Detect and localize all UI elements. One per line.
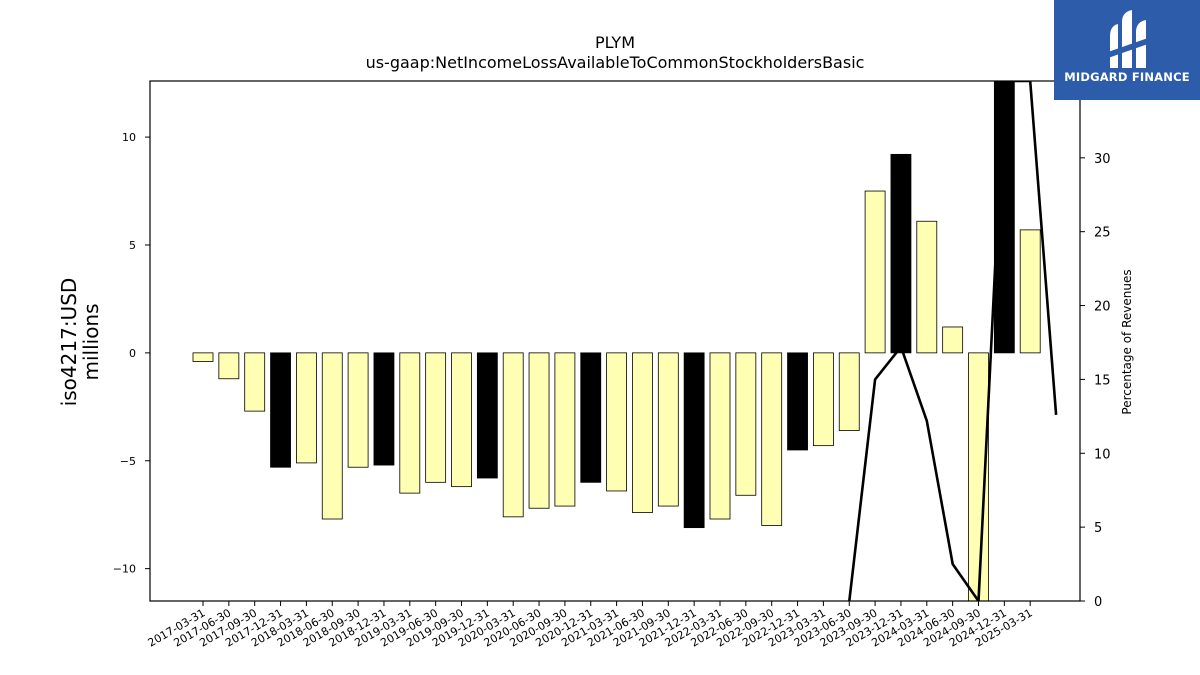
line-layer bbox=[848, 81, 1058, 601]
y2-tick-label: 5 bbox=[1094, 521, 1102, 536]
bar-2021-12-31 bbox=[683, 352, 705, 529]
bar-2019-03-31 bbox=[399, 352, 421, 494]
bar-2024-12-31 bbox=[993, 81, 1015, 354]
bar-2018-12-31 bbox=[373, 352, 395, 466]
logo-badge: MIDGARD FINANCE bbox=[1054, 0, 1200, 100]
bars-layer bbox=[192, 81, 1041, 601]
bar-2019-09-30 bbox=[451, 352, 472, 488]
bar-2017-09-30 bbox=[244, 352, 266, 412]
bar-2024-03-31 bbox=[916, 220, 938, 354]
bar-2020-06-30 bbox=[528, 352, 550, 509]
bar-2024-06-30 bbox=[942, 326, 964, 354]
bar-2017-06-30 bbox=[218, 352, 240, 380]
bar-2018-09-30 bbox=[347, 352, 369, 468]
bar-2023-06-30 bbox=[838, 352, 860, 431]
chart-title: PLYM bbox=[595, 33, 635, 52]
y2-tick-label: 15 bbox=[1094, 373, 1111, 388]
logo-text: MIDGARD FINANCE bbox=[1064, 70, 1190, 84]
bar-2018-03-31 bbox=[295, 352, 317, 464]
bar-2018-06-30 bbox=[321, 352, 343, 520]
y-tick-label: 5 bbox=[129, 239, 136, 252]
y-tick-label: 10 bbox=[122, 131, 136, 144]
y2-tick-label: 0 bbox=[1094, 595, 1102, 610]
bar-2021-03-31 bbox=[606, 352, 627, 492]
bar-2019-06-30 bbox=[425, 352, 447, 483]
bar-2022-03-31 bbox=[709, 352, 731, 520]
y-tick-label: −5 bbox=[120, 455, 136, 468]
y2-tick-label: 10 bbox=[1094, 447, 1111, 462]
y2-tick-label: 30 bbox=[1094, 152, 1111, 167]
bar-2020-12-31 bbox=[580, 352, 602, 483]
bar-2019-12-31 bbox=[476, 352, 498, 479]
bar-2021-09-30 bbox=[657, 352, 679, 507]
y2-tick-label: 20 bbox=[1094, 300, 1111, 315]
bar-2022-12-31 bbox=[787, 352, 808, 451]
bar-2023-09-30 bbox=[864, 190, 886, 354]
bar-2020-03-31 bbox=[502, 352, 524, 518]
y2-axis-label: Percentage of Revenues bbox=[1120, 269, 1134, 414]
bar-2017-12-31 bbox=[270, 352, 291, 468]
bar-2024-09-30 bbox=[968, 352, 989, 601]
line-percentage-of-revenues bbox=[848, 81, 1058, 601]
y-tick-label: −10 bbox=[113, 563, 136, 576]
bar-2023-12-31 bbox=[890, 153, 912, 354]
bar-2022-06-30 bbox=[735, 352, 757, 496]
bar-2021-06-30 bbox=[632, 352, 653, 513]
y-axis-label-line1: iso4217:USD bbox=[57, 278, 81, 407]
bar-2017-03-31 bbox=[192, 352, 214, 362]
bar-2020-09-30 bbox=[554, 352, 576, 507]
plot-frame bbox=[149, 80, 1081, 602]
bar-2023-03-31 bbox=[813, 352, 834, 447]
y2-tick-label: 25 bbox=[1094, 226, 1111, 241]
y-axis-label-line2: millions bbox=[79, 303, 103, 380]
bar-2025-03-31 bbox=[1019, 229, 1041, 354]
y-tick-label: 0 bbox=[129, 347, 136, 360]
bar-2022-09-30 bbox=[761, 352, 783, 526]
chart-subtitle: us-gaap:NetIncomeLossAvailableToCommonSt… bbox=[366, 53, 865, 72]
midgard-finance-logo-icon bbox=[1108, 10, 1148, 68]
